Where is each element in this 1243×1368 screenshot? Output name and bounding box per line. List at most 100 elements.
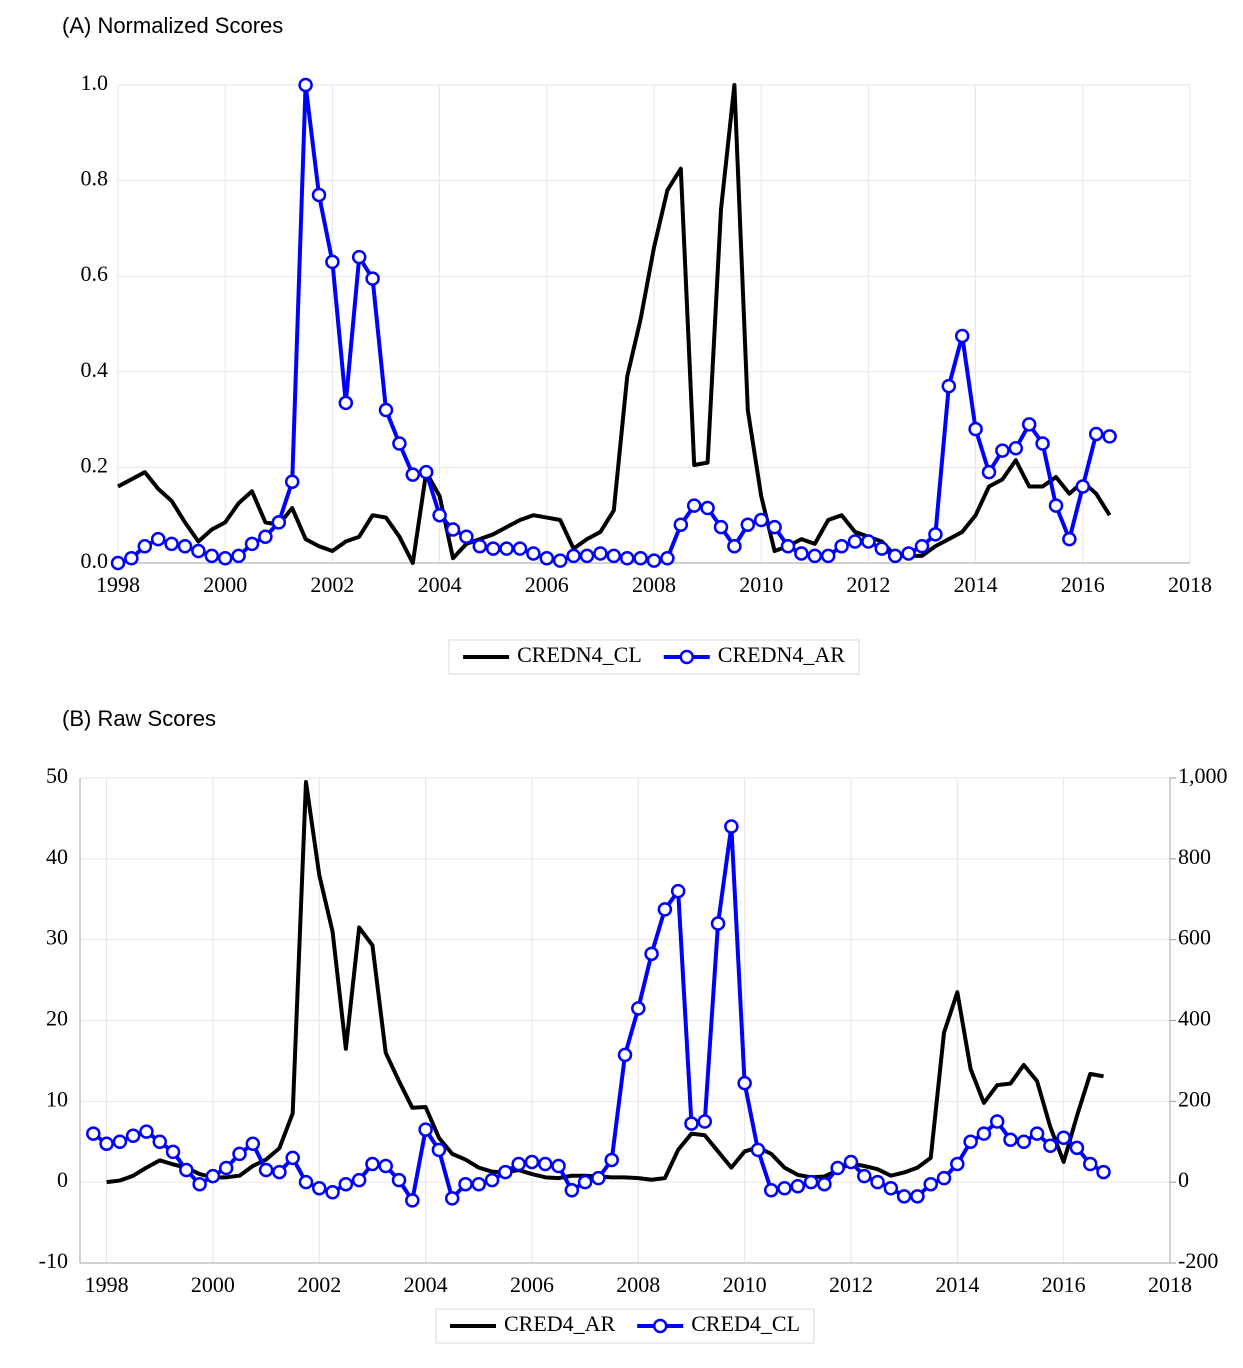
point-marker <box>86 1126 101 1141</box>
point-marker <box>258 529 273 544</box>
point-marker <box>1069 1140 1085 1156</box>
point-marker <box>471 1176 487 1192</box>
point-marker <box>231 548 246 564</box>
point-marker <box>1096 1164 1111 1180</box>
panel-title: (B) Raw Scores <box>62 706 216 731</box>
point-marker <box>883 1180 899 1196</box>
point-marker <box>857 1168 872 1184</box>
point-marker <box>807 548 823 564</box>
point-marker <box>950 1156 965 1172</box>
y-tick-label: 0.6 <box>81 261 109 286</box>
chart-panel: (B) Raw Scores -10 0 10 20 30 40 50 -200 0 200 400 6… <box>39 706 1228 1344</box>
x-tick-label: 2006 <box>525 572 569 597</box>
point-marker <box>177 539 193 554</box>
point-marker <box>192 1176 207 1192</box>
point-marker <box>137 539 153 554</box>
point-marker <box>604 1152 619 1168</box>
point-marker <box>152 1134 168 1149</box>
point-marker <box>803 1174 819 1190</box>
point-marker <box>928 527 943 542</box>
point-marker <box>365 1156 380 1172</box>
point-marker <box>700 500 715 516</box>
x-tick-label: 2004 <box>418 572 462 597</box>
y-tick-label: 0.8 <box>81 166 109 191</box>
y2-tick-label: 400 <box>1178 1006 1211 1031</box>
point-marker <box>660 550 675 566</box>
panel-title: (A) Normalized Scores <box>62 13 283 38</box>
point-marker <box>633 550 648 566</box>
x-tick-label: 2018 <box>1148 1272 1192 1297</box>
legend-label: CRED4_CL <box>691 1311 800 1336</box>
point-marker <box>444 1191 460 1206</box>
point-marker <box>125 1128 141 1143</box>
point-marker <box>351 1172 367 1188</box>
x-tick-label: 2010 <box>739 572 783 597</box>
y2-tick-label: 200 <box>1178 1086 1211 1111</box>
point-marker <box>724 819 739 834</box>
point-marker <box>338 1176 354 1192</box>
point-marker <box>244 536 260 552</box>
point-marker <box>1102 429 1117 444</box>
point-marker <box>861 534 876 549</box>
point-marker <box>1035 436 1050 451</box>
point-marker <box>179 1162 194 1178</box>
y-tick-label: 1.0 <box>81 70 109 95</box>
point-marker <box>1003 1132 1018 1147</box>
point-marker <box>763 1183 779 1198</box>
point-marker <box>298 77 313 93</box>
point-marker <box>552 553 568 568</box>
point-marker <box>325 254 340 270</box>
x-tick-label: 2004 <box>404 1272 448 1297</box>
point-marker <box>606 548 622 564</box>
point-marker <box>1048 498 1064 513</box>
point-marker <box>338 395 354 411</box>
point-marker <box>1062 531 1077 547</box>
y-tick-label: 20 <box>46 1006 68 1031</box>
y-tick-label: 50 <box>46 763 68 788</box>
y2-tick-label: -200 <box>1178 1248 1218 1273</box>
point-marker <box>923 1176 938 1192</box>
point-marker <box>673 517 689 533</box>
x-tick-label: 2000 <box>203 572 247 597</box>
legend-box <box>448 639 860 675</box>
point-marker <box>697 1114 713 1129</box>
point-marker <box>432 507 447 523</box>
y-tick-label: 0.0 <box>81 548 109 573</box>
y-tick-label: 40 <box>46 844 68 869</box>
point-marker <box>418 1122 433 1137</box>
point-marker <box>657 902 673 917</box>
point-marker <box>780 539 796 554</box>
x-tick-label: 2002 <box>310 572 354 597</box>
point-marker <box>312 1180 327 1196</box>
point-marker <box>405 467 421 482</box>
point-marker <box>777 1180 792 1196</box>
point-marker <box>351 249 367 265</box>
point-marker <box>901 546 916 561</box>
point-marker <box>686 498 702 513</box>
point-marker <box>753 512 769 528</box>
point-marker <box>713 519 729 535</box>
point-marker <box>285 1150 300 1166</box>
point-marker <box>418 464 434 480</box>
point-marker <box>498 1164 513 1180</box>
point-marker <box>740 517 756 533</box>
y2-tick-label: 600 <box>1178 925 1211 950</box>
point-marker <box>1075 479 1091 494</box>
point-marker <box>284 474 300 489</box>
point-marker <box>378 1158 393 1174</box>
point-marker <box>631 1001 646 1016</box>
legend-label: CRED4_AR <box>504 1311 616 1336</box>
point-marker <box>524 1154 540 1170</box>
x-tick-label: 1998 <box>96 572 140 597</box>
point-marker <box>617 1047 633 1063</box>
point-marker <box>271 515 287 530</box>
point-marker <box>820 548 836 564</box>
point-marker <box>405 1193 420 1208</box>
point-marker <box>431 1142 447 1158</box>
x-tick-label: 2012 <box>829 1272 873 1297</box>
point-marker <box>272 1164 287 1180</box>
series-line <box>106 780 1104 1185</box>
legend-label: CREDN4_AR <box>718 642 845 667</box>
y-tick-label: 0.4 <box>81 357 109 382</box>
point-marker <box>325 1185 340 1200</box>
